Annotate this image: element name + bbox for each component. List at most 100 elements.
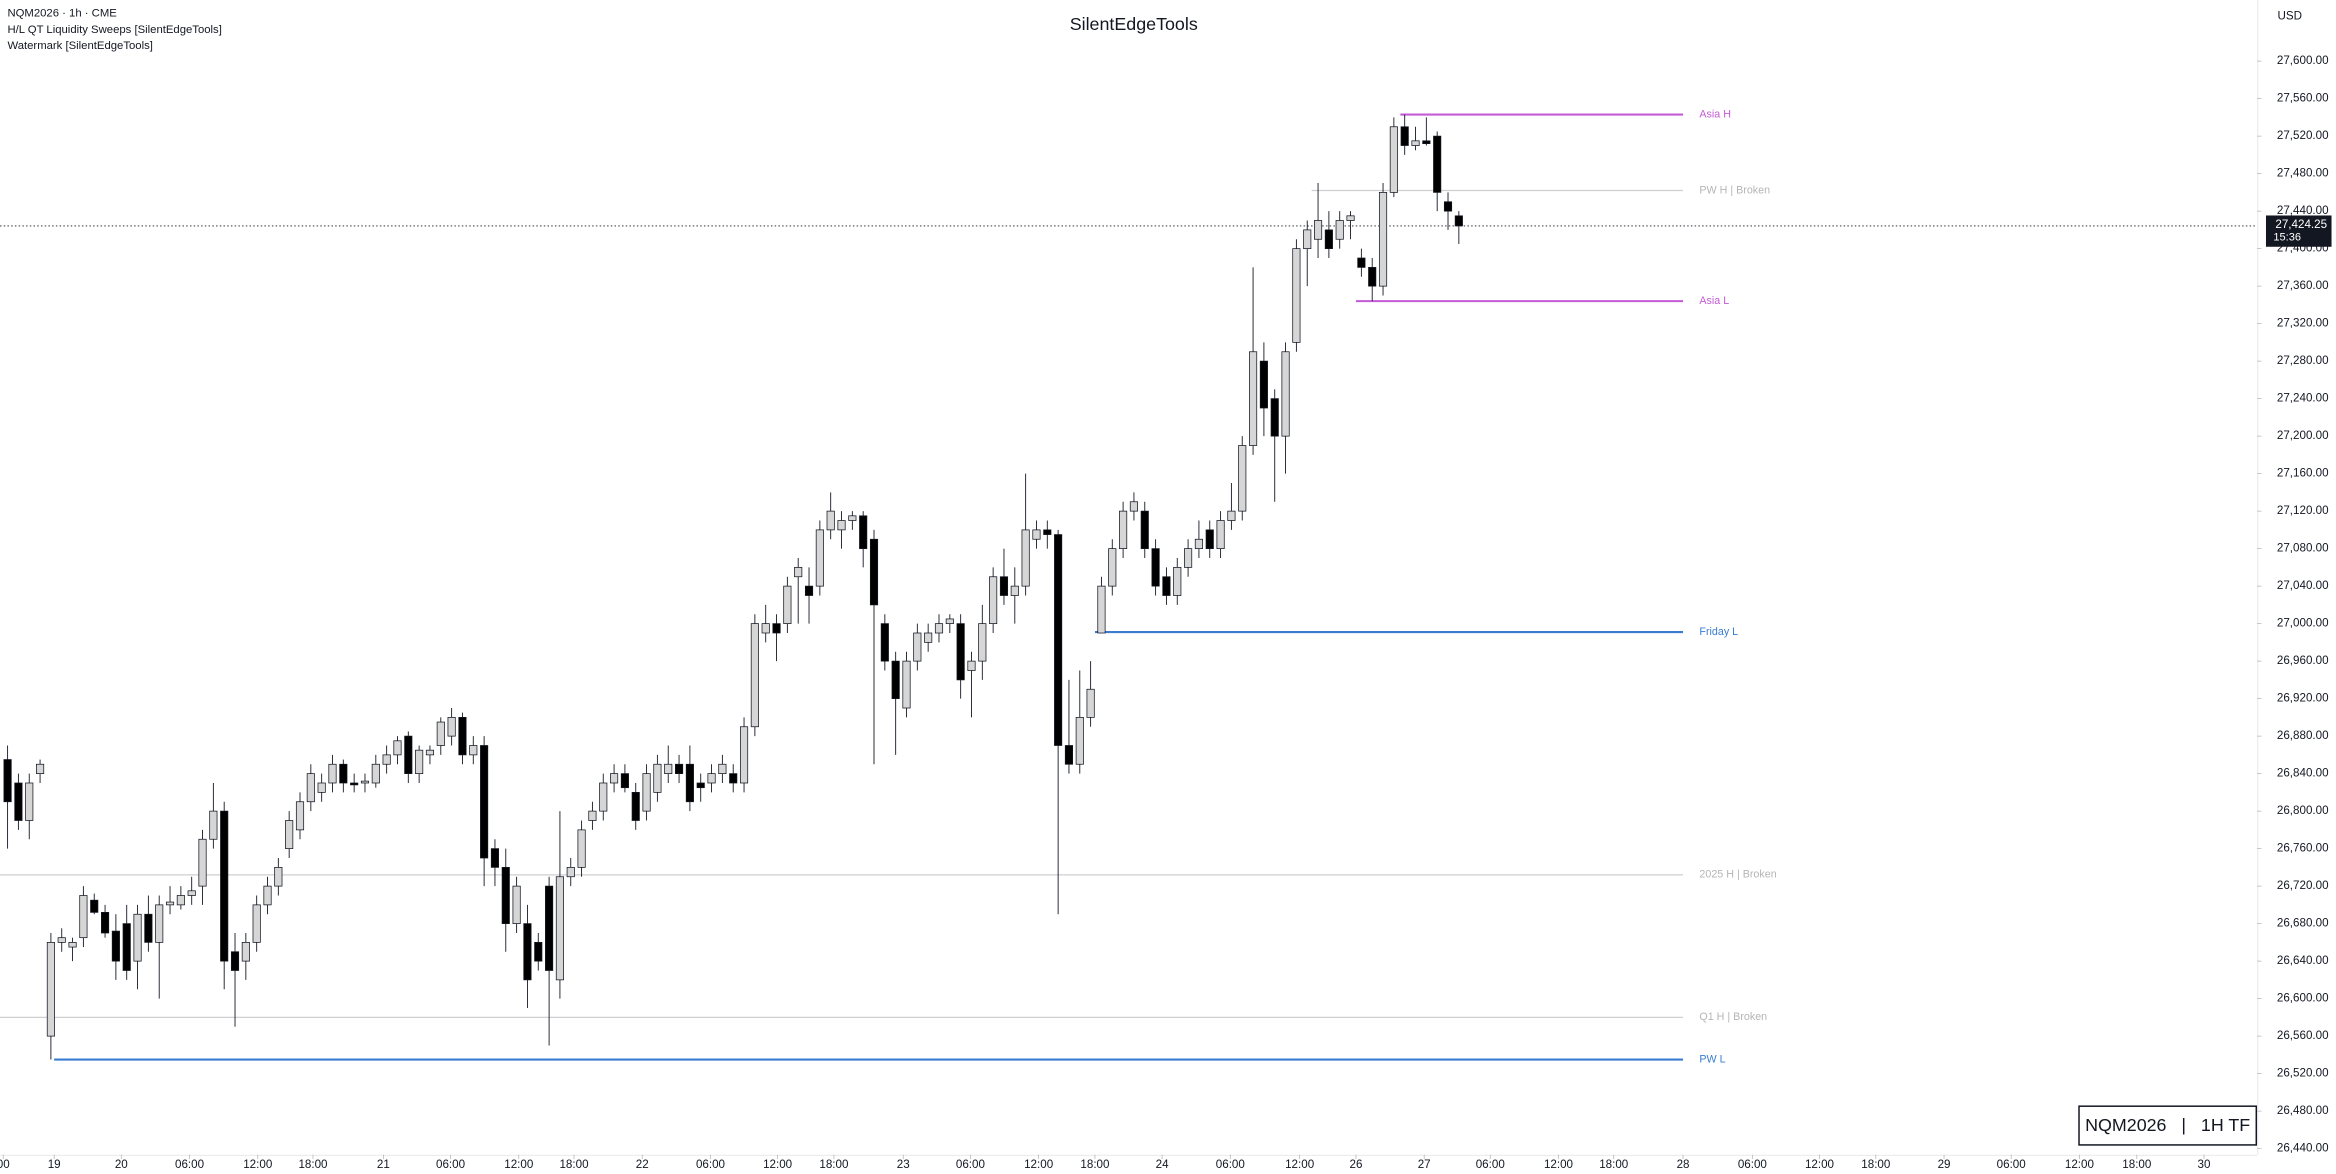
y-tick-label: 26,960.00 [2277, 654, 2329, 667]
candle-body-up [176, 895, 185, 906]
candle-body-up [241, 941, 250, 962]
x-tick-label: 12:00 [1024, 1158, 1053, 1171]
candle-body-down [1324, 229, 1333, 250]
candle-body-up [382, 754, 391, 765]
candle-body-up [447, 717, 456, 737]
candle-body-up [198, 838, 207, 887]
candle-body-up [1313, 220, 1323, 240]
candle-body-up [989, 576, 998, 624]
candle-body-up [1010, 585, 1019, 596]
header-watermark: Watermark [SilentEdgeTools] [7, 40, 152, 52]
candle-body-up [469, 745, 478, 756]
candle-body-up [707, 773, 716, 784]
candle-body-up [1281, 351, 1290, 437]
x-tick-label: 21 [377, 1158, 390, 1171]
candle-body-up [1173, 567, 1182, 596]
candle-body-up [848, 515, 857, 521]
y-tick-label: 26,880.00 [2277, 729, 2329, 742]
x-tick-label: 00 [0, 1158, 10, 1171]
y-tick-label: 26,680.00 [2277, 917, 2329, 930]
candle-body-up [837, 520, 846, 531]
y-tick-label: 26,440.00 [2277, 1142, 2329, 1155]
x-tick-label: 18:00 [2122, 1158, 2151, 1171]
x-tick-label: 12:00 [763, 1158, 792, 1171]
level-label: Asia H [1699, 108, 1731, 120]
candle-body-down [458, 717, 467, 756]
candle-body-down [1151, 548, 1160, 587]
axes: 27,600.00 27,560.00 27,520.00 27,480.00 27,4… [0, 54, 2332, 1171]
candle-body-up [1389, 126, 1398, 193]
y-tick-label: 27,440.00 [2277, 204, 2329, 217]
candle-body-down [1205, 529, 1214, 550]
last-price-tag [2265, 215, 2332, 247]
y-tick-label: 26,560.00 [2277, 1029, 2329, 1042]
y-tick-label: 27,080.00 [2277, 542, 2329, 555]
candle-body-up [1021, 529, 1030, 587]
candle-body-up [252, 904, 261, 943]
level-label: Friday L [1699, 626, 1738, 638]
y-tick-label: 26,760.00 [2277, 842, 2329, 855]
candle-body-up [783, 585, 792, 624]
candle-body-down [100, 911, 110, 934]
candle-body-up [967, 660, 976, 671]
y-tick-label: 27,480.00 [2277, 167, 2329, 180]
y-tick-label: 26,600.00 [2277, 992, 2329, 1005]
y-tick-label: 27,600.00 [2277, 54, 2329, 67]
candle-body-down [1443, 201, 1453, 212]
candle-body-up [1292, 248, 1301, 343]
candle-body-down [772, 623, 781, 634]
candle-body-up [36, 763, 45, 774]
x-tick-label: 18:00 [819, 1158, 848, 1171]
candle-body-down [696, 782, 705, 789]
x-tick-label: 12:00 [1285, 1158, 1314, 1171]
y-tick-label: 27,560.00 [2277, 92, 2329, 105]
candle-body-up [187, 890, 196, 896]
candle-body-up [1227, 510, 1236, 521]
candle-body-down [1054, 534, 1063, 746]
candle-body-up [46, 941, 55, 1037]
candle-body-up [328, 763, 337, 784]
candle-body-up [761, 623, 770, 634]
candles [3, 114, 1463, 1060]
watermark-box [2078, 1105, 2258, 1146]
candle-body-up [739, 726, 749, 784]
candle-body-down [1422, 140, 1431, 145]
candle-body-up [57, 937, 66, 943]
last-price-label: 27,424.25 [2275, 218, 2327, 231]
chart-title: SilentEdgeTools [1070, 14, 1198, 34]
candle-body-down [339, 763, 348, 784]
candle-body-up [1086, 688, 1095, 718]
candle-body-down [111, 930, 120, 962]
candle-body-up [826, 510, 835, 531]
candle-body-up [913, 632, 922, 662]
x-tick-label: 19 [48, 1158, 61, 1171]
candle-body-up [274, 866, 283, 887]
candle-body-up [415, 749, 424, 774]
y-tick-label: 27,320.00 [2277, 317, 2329, 330]
candle-body-down [3, 759, 12, 803]
level-label: PW H | Broken [1699, 184, 1770, 196]
candle-body-up [25, 782, 34, 821]
candle-body-up [718, 763, 727, 774]
y-tick-label: 26,480.00 [2277, 1104, 2329, 1117]
candle-body-down [220, 810, 229, 962]
candle-body-up [209, 810, 218, 840]
x-tick-label: 20 [115, 1158, 128, 1171]
candle-body-up [945, 618, 954, 624]
candle-body-up [1249, 351, 1258, 446]
candle-body-up [393, 740, 402, 756]
x-tick-label: 12:00 [243, 1158, 272, 1171]
candle-body-down [122, 923, 131, 971]
candle-body-down [729, 773, 738, 784]
candle-body-up [306, 773, 315, 803]
x-tick-label: 27 [1418, 1158, 1431, 1171]
y-tick-label: 27,360.00 [2277, 279, 2329, 292]
candle-body-up [1097, 585, 1106, 634]
candle-body-up [978, 623, 987, 662]
candle-body-up [1194, 538, 1203, 550]
x-tick-label: 06:00 [436, 1158, 465, 1171]
candle-body-down [880, 623, 889, 662]
candle-body-up [1335, 220, 1344, 240]
candle-body-up [165, 901, 175, 906]
candle-body-up [155, 904, 164, 943]
